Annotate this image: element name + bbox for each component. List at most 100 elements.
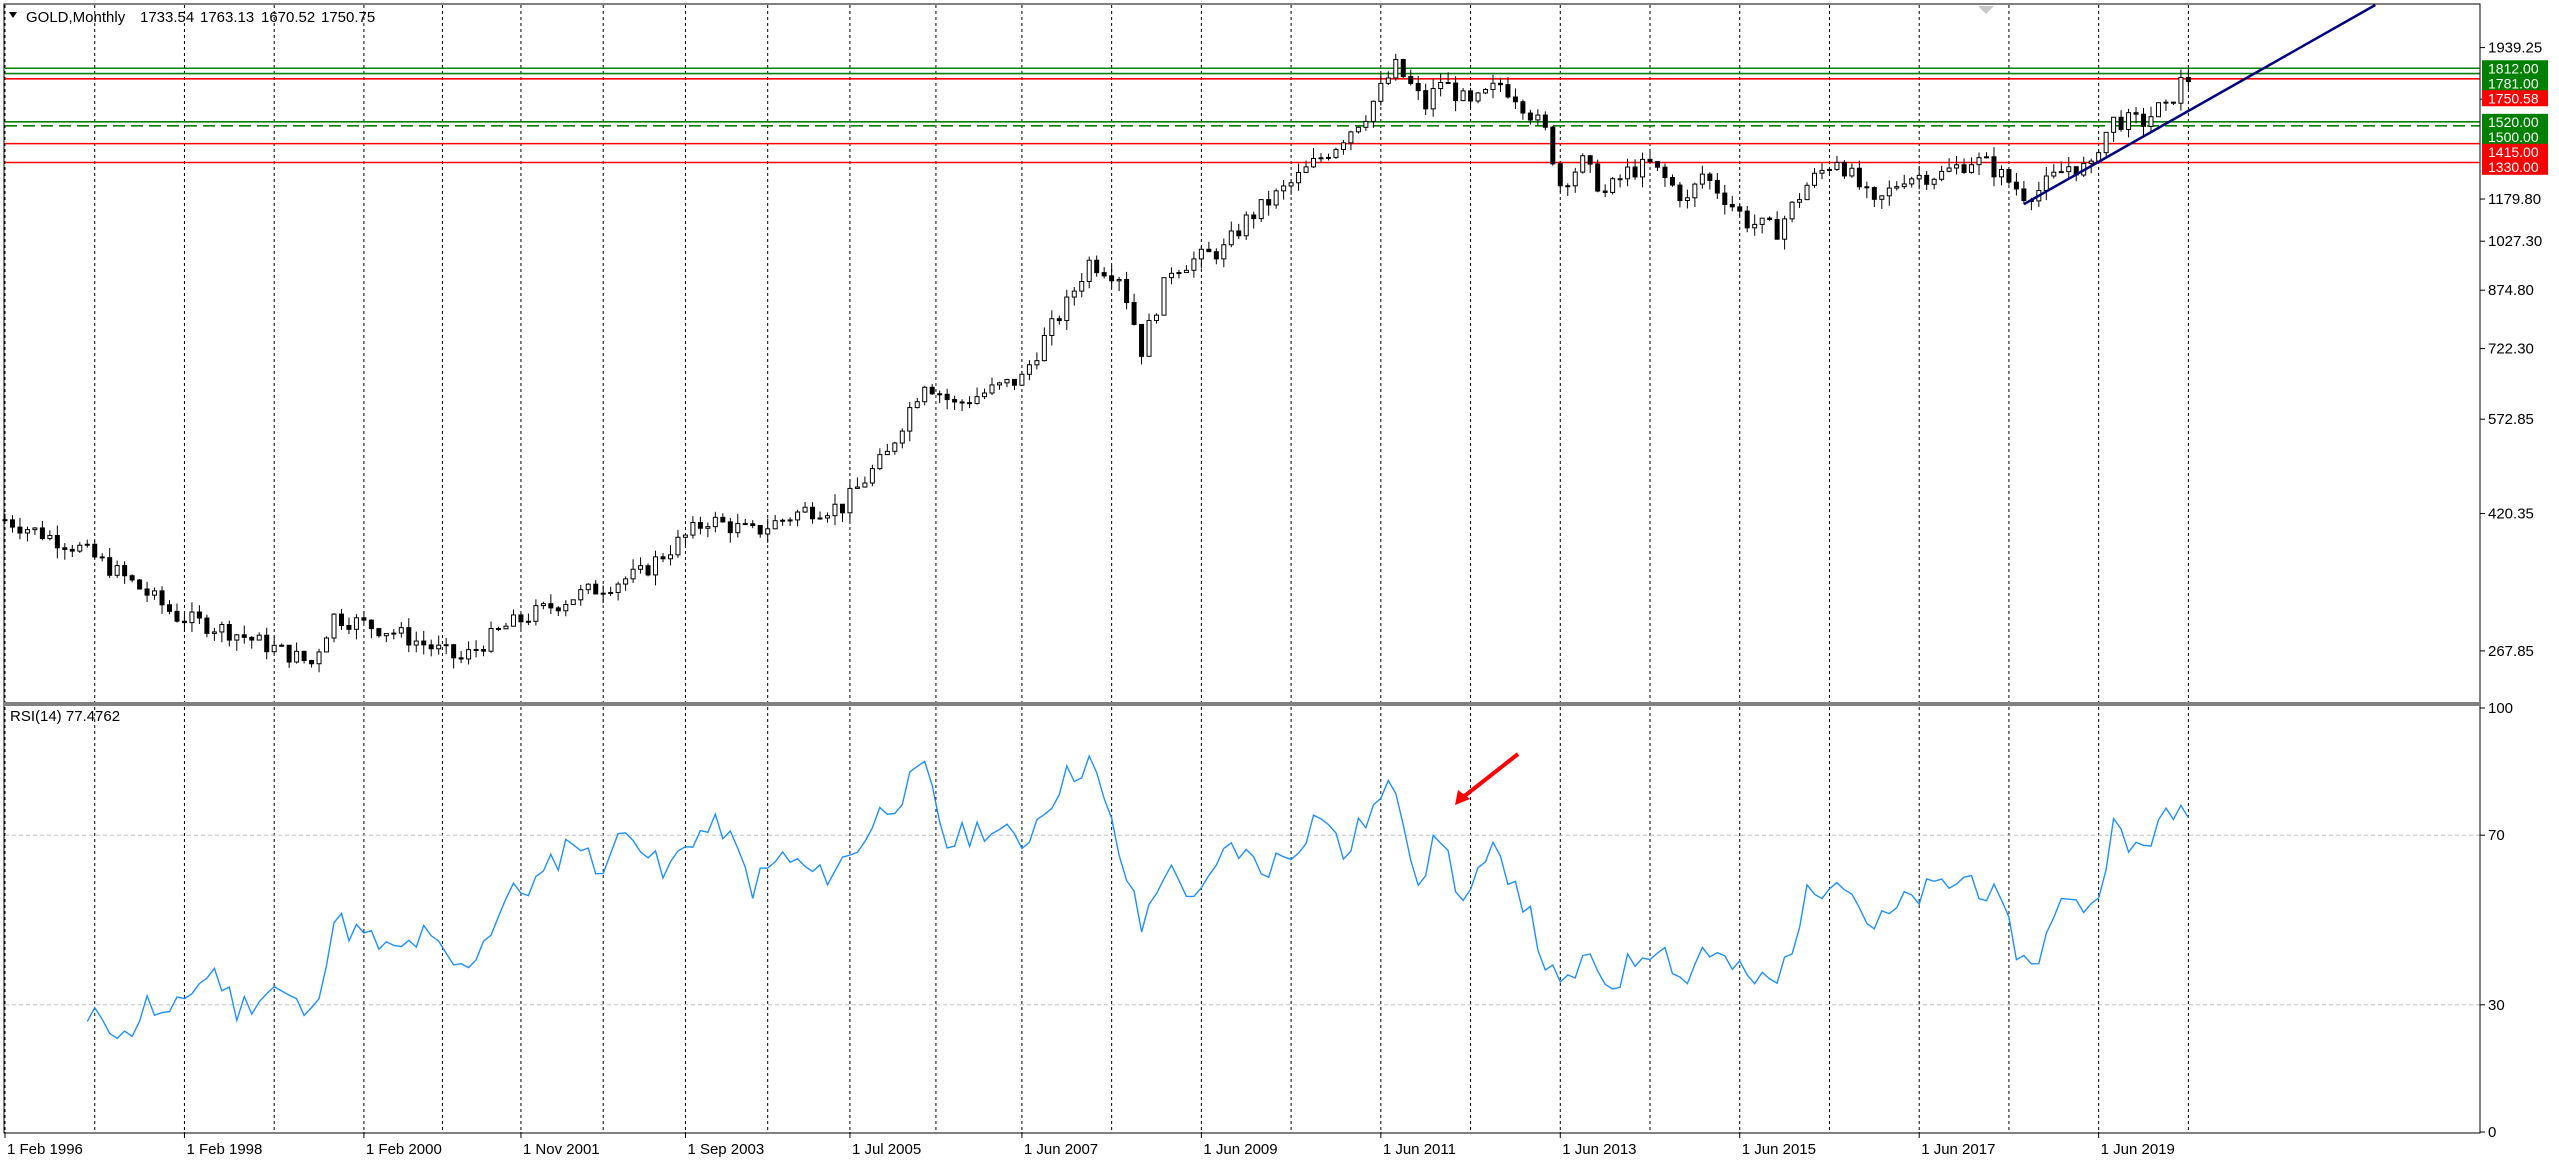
candle-body <box>2043 175 2049 191</box>
candle-body <box>1236 230 1242 237</box>
candle-body <box>1602 190 1608 193</box>
level-badge-label: 1520.00 <box>2488 114 2539 130</box>
candle-body <box>967 402 973 405</box>
candle-body <box>630 568 636 580</box>
candle-body <box>1834 161 1840 170</box>
candle-body <box>1423 90 1429 110</box>
candle-body <box>1497 82 1503 86</box>
candle-body <box>1916 174 1922 180</box>
candle-body <box>1228 230 1234 246</box>
candle-body <box>2178 76 2184 104</box>
candle-body <box>757 524 763 535</box>
candle-body <box>1998 169 2004 178</box>
ohlc-close: 1750.75 <box>321 9 375 26</box>
candle-body <box>69 548 75 552</box>
candle-body <box>750 523 756 526</box>
candle-body <box>1101 272 1107 277</box>
candle-body <box>316 651 322 665</box>
level-badge <box>2482 143 2548 160</box>
candle-body <box>496 628 502 631</box>
price-axis-label: 572.85 <box>2488 411 2534 428</box>
candle-body <box>368 619 374 630</box>
collapse-triangle-icon[interactable] <box>9 12 17 18</box>
candle-body <box>47 534 53 540</box>
candle-body <box>241 634 247 638</box>
candle-body <box>1572 171 1578 187</box>
candle-body <box>2021 188 2027 202</box>
candle-body <box>361 617 367 621</box>
scroll-marker-icon[interactable] <box>1978 6 1994 14</box>
candle-body <box>585 583 591 591</box>
time-axis-label: 1 Jun 2011 <box>1383 1141 1456 1158</box>
time-axis-label: 1 Jun 2015 <box>1742 1141 1816 1158</box>
candle-body <box>32 527 38 531</box>
candle-body <box>2185 76 2191 83</box>
candle-body <box>107 557 113 576</box>
level-badge <box>2482 158 2548 175</box>
candle-body <box>391 632 397 635</box>
candle-body <box>1856 167 1862 188</box>
candle-body <box>406 627 412 646</box>
level-badge <box>2482 128 2548 145</box>
candle-body <box>2118 116 2124 130</box>
candle-body <box>9 519 15 528</box>
time-axis-label: 1 Feb 1996 <box>7 1141 83 1158</box>
candle-body <box>2006 169 2012 183</box>
candle-body <box>1625 166 1631 180</box>
candle-body <box>608 591 614 594</box>
candle-body <box>1139 323 1145 357</box>
level-badge <box>2482 75 2548 92</box>
candle-body <box>1610 178 1616 193</box>
candle-body <box>279 644 285 647</box>
candle-body <box>869 468 875 484</box>
candle-body <box>1340 142 1346 150</box>
candle-body <box>892 442 898 452</box>
candle-body <box>92 543 98 558</box>
candle-body <box>331 613 337 639</box>
candle-body <box>1722 192 1728 205</box>
time-axis-label: 1 Jun 2013 <box>1562 1141 1636 1158</box>
candle-body <box>1355 126 1361 133</box>
candle-body <box>1041 334 1047 362</box>
candle-body <box>1692 183 1698 199</box>
candle-body <box>899 430 905 444</box>
candle-body <box>2103 131 2109 154</box>
candle-body <box>1094 259 1100 274</box>
candle-body <box>1266 199 1272 206</box>
candle-body <box>787 519 793 522</box>
candle-body <box>1325 156 1331 159</box>
time-axis-label: 1 Feb 2000 <box>366 1141 442 1158</box>
candle-body <box>1370 100 1376 122</box>
candle-body <box>1453 82 1459 102</box>
candle-body <box>1206 248 1212 253</box>
candle-body <box>1348 131 1354 144</box>
candle-body <box>802 506 808 513</box>
pane-separator[interactable] <box>4 702 2480 706</box>
rsi-axis-label: 30 <box>2488 997 2505 1014</box>
time-axis-label: 1 Nov 2001 <box>523 1141 600 1158</box>
candle-body <box>481 648 487 652</box>
candle-body <box>1812 172 1818 186</box>
candle-body <box>54 534 60 549</box>
time-axis-label: 1 Jun 2019 <box>2101 1141 2175 1158</box>
candle-body <box>1826 168 1832 171</box>
candle-body <box>1019 373 1025 386</box>
candle-body <box>1168 272 1174 279</box>
rsi-axis-label: 100 <box>2488 700 2513 717</box>
candle-body <box>1520 101 1526 114</box>
time-axis-label: 1 Jun 2017 <box>1921 1141 1995 1158</box>
candle-body <box>2170 101 2176 104</box>
candle-body <box>256 634 262 641</box>
candle-body <box>174 610 180 622</box>
candle-body <box>2111 116 2117 133</box>
candle-body <box>1296 171 1302 184</box>
candle-body <box>1408 76 1414 84</box>
trendline[interactable] <box>2023 3 2376 206</box>
candle-body <box>1767 217 1773 221</box>
candle-body <box>1632 166 1638 178</box>
candle-body <box>1049 318 1055 336</box>
candle-body <box>234 634 240 641</box>
candle-body <box>1191 258 1197 271</box>
candle-body <box>1281 185 1287 192</box>
level-badge-label: 1750.58 <box>2488 90 2539 106</box>
